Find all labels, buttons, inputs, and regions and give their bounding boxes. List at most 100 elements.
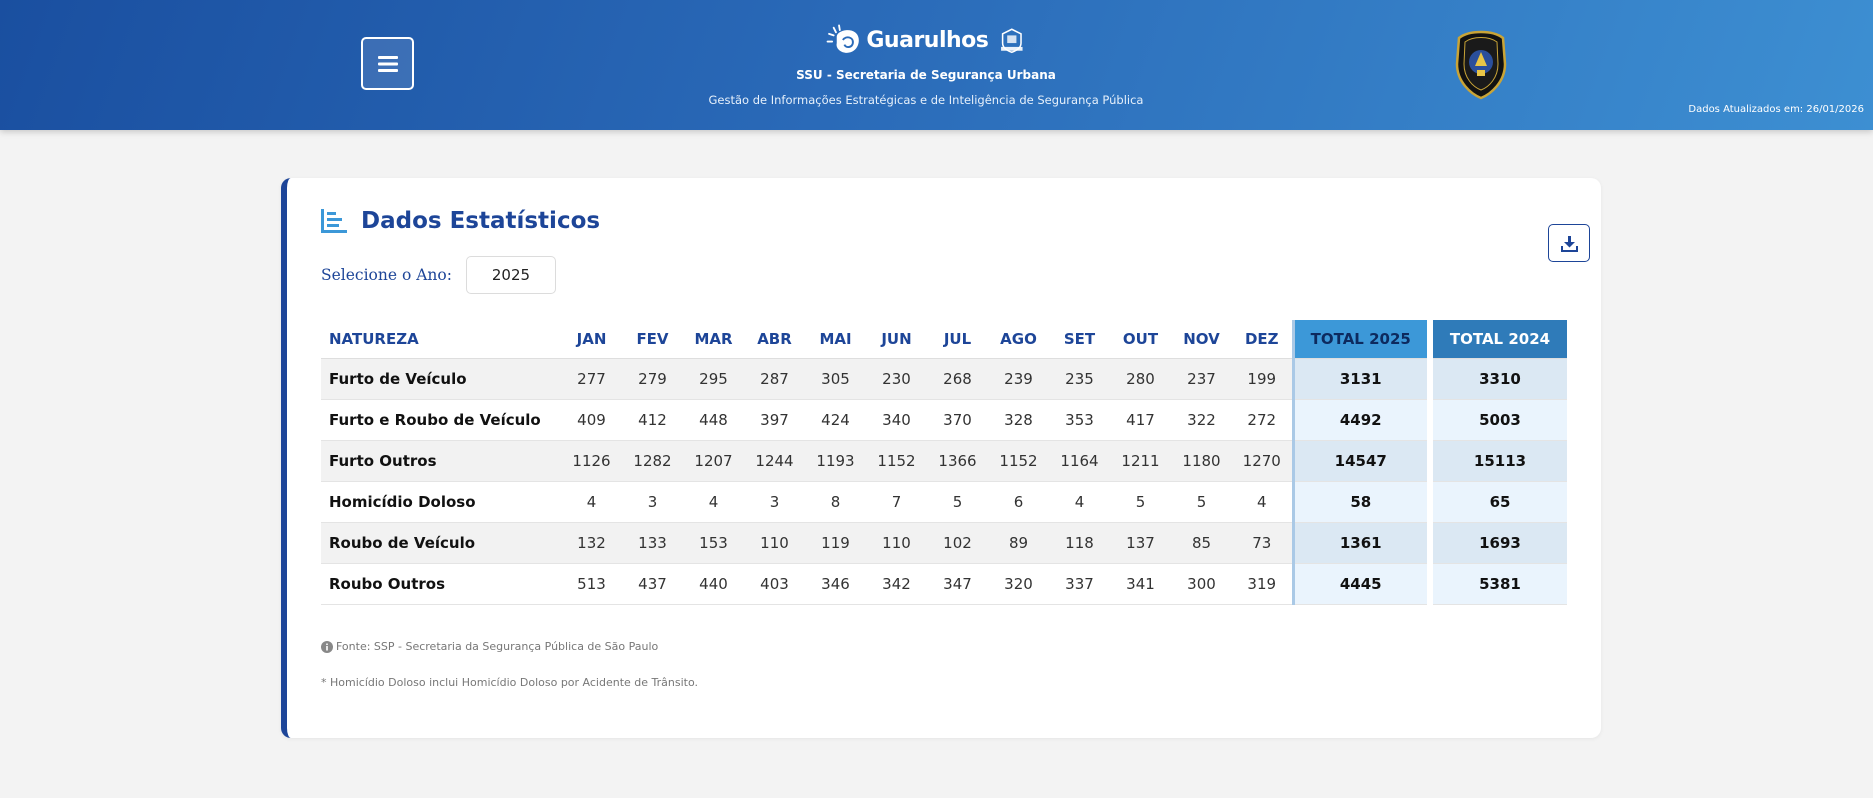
- cell-month-value: 319: [1232, 563, 1293, 605]
- cell-natureza: Roubo de Veículo: [321, 522, 561, 564]
- cell-total-2024: 1693: [1433, 522, 1567, 564]
- cell-month-value: 272: [1232, 399, 1293, 441]
- table-row: Furto Outros 1126 1282 1207 1244 1193 1152 1366…: [321, 440, 1567, 482]
- cell-month-value: 1152: [988, 440, 1049, 482]
- cell-total-2024: 5003: [1433, 399, 1567, 441]
- brand-logo-group: Guarulhos: [826, 18, 1026, 62]
- brand-name: Guarulhos: [866, 27, 989, 53]
- cell-month-value: 239: [988, 358, 1049, 400]
- cell-month-value: 110: [866, 522, 927, 564]
- cell-month-value: 4: [1232, 481, 1293, 523]
- card-title-group: Dados Estatísticos: [321, 208, 600, 234]
- cell-total-2024: 5381: [1433, 563, 1567, 605]
- col-out[interactable]: OUT: [1110, 320, 1171, 359]
- source-note: Fonte: SSP - Secretaria da Segurança Púb…: [321, 640, 658, 653]
- cell-month-value: 153: [683, 522, 744, 564]
- cell-month-value: 409: [561, 399, 622, 441]
- col-natureza[interactable]: NATUREZA: [321, 320, 561, 359]
- cell-month-value: 1207: [683, 440, 744, 482]
- col-ago[interactable]: AGO: [988, 320, 1049, 359]
- col-mar[interactable]: MAR: [683, 320, 744, 359]
- cell-total-2024: 65: [1433, 481, 1567, 523]
- col-nov[interactable]: NOV: [1171, 320, 1232, 359]
- cell-month-value: 4: [683, 481, 744, 523]
- top-header: Guarulhos SSU - Secretaria de Segurança …: [0, 0, 1873, 130]
- cell-month-value: 417: [1110, 399, 1171, 441]
- year-select[interactable]: 2025: [465, 256, 556, 294]
- download-button[interactable]: [1548, 224, 1590, 262]
- cell-month-value: 4: [561, 481, 622, 523]
- info-circle-icon: [321, 640, 333, 653]
- col-jun[interactable]: JUN: [866, 320, 927, 359]
- cell-month-value: 199: [1232, 358, 1293, 400]
- col-mai[interactable]: MAI: [805, 320, 866, 359]
- cell-month-value: 412: [622, 399, 683, 441]
- cell-natureza: Homicídio Doloso: [321, 481, 561, 523]
- cell-month-value: 8: [805, 481, 866, 523]
- cell-month-value: 287: [744, 358, 805, 400]
- cell-month-value: 119: [805, 522, 866, 564]
- cell-month-value: 237: [1171, 358, 1232, 400]
- cell-month-value: 277: [561, 358, 622, 400]
- cell-month-value: 342: [866, 563, 927, 605]
- cell-month-value: 279: [622, 358, 683, 400]
- cell-month-value: 403: [744, 563, 805, 605]
- cell-month-value: 1244: [744, 440, 805, 482]
- guard-badge-icon: [1455, 30, 1507, 100]
- column-gap: [1427, 399, 1433, 440]
- cell-month-value: 1270: [1232, 440, 1293, 482]
- cell-month-value: 137: [1110, 522, 1171, 564]
- cell-month-value: 300: [1171, 563, 1232, 605]
- cell-month-value: 4: [1049, 481, 1110, 523]
- col-dez[interactable]: DEZ: [1232, 320, 1293, 359]
- cell-natureza: Furto de Veículo: [321, 358, 561, 400]
- col-jan[interactable]: JAN: [561, 320, 622, 359]
- cell-natureza: Furto Outros: [321, 440, 561, 482]
- cell-month-value: 341: [1110, 563, 1171, 605]
- org-name: SSU - Secretaria de Segurança Urbana: [796, 68, 1056, 82]
- column-gap: [1427, 481, 1433, 522]
- table-row: Furto de Veículo 277 279 295 287 305 230 268 239…: [321, 358, 1567, 400]
- cell-month-value: 328: [988, 399, 1049, 441]
- cell-month-value: 3: [744, 481, 805, 523]
- col-total-2024[interactable]: TOTAL 2024: [1433, 320, 1567, 359]
- col-total-2025[interactable]: TOTAL 2025: [1291, 320, 1427, 359]
- col-set[interactable]: SET: [1049, 320, 1110, 359]
- cell-month-value: 305: [805, 358, 866, 400]
- col-fev[interactable]: FEV: [622, 320, 683, 359]
- year-label: Selecione o Ano:: [321, 266, 452, 284]
- cell-total-2024: 15113: [1433, 440, 1567, 482]
- cell-month-value: 230: [866, 358, 927, 400]
- cell-month-value: 513: [561, 563, 622, 605]
- cell-month-value: 1126: [561, 440, 622, 482]
- cell-natureza: Furto e Roubo de Veículo: [321, 399, 561, 441]
- menu-button[interactable]: [361, 37, 414, 90]
- cell-month-value: 346: [805, 563, 866, 605]
- table-row: Roubo de Veículo 132 133 153 110 119 110 102 89 1…: [321, 522, 1567, 564]
- cell-month-value: 353: [1049, 399, 1110, 441]
- cell-month-value: 1193: [805, 440, 866, 482]
- org-subtitle: Gestão de Informações Estratégicas e de …: [708, 93, 1144, 107]
- cell-total-2024: 3310: [1433, 358, 1567, 400]
- cell-month-value: 1211: [1110, 440, 1171, 482]
- table-row: Homicídio Doloso 4 3 4 3 8 7 5 6 4 5 5 4 58 65: [321, 481, 1567, 523]
- column-gap: [1427, 320, 1433, 358]
- cell-month-value: 424: [805, 399, 866, 441]
- column-gap: [1427, 358, 1433, 399]
- cell-month-value: 110: [744, 522, 805, 564]
- cell-total-2025: 1361: [1291, 522, 1427, 564]
- cell-month-value: 397: [744, 399, 805, 441]
- stats-table: NATUREZA JAN FEV MAR ABR MAI JUN JUL AGO…: [321, 320, 1567, 605]
- cell-month-value: 235: [1049, 358, 1110, 400]
- cell-month-value: 370: [927, 399, 988, 441]
- col-jul[interactable]: JUL: [927, 320, 988, 359]
- cell-month-value: 6: [988, 481, 1049, 523]
- table-body: Furto de Veículo 277 279 295 287 305 230 268 239…: [321, 358, 1567, 605]
- cell-month-value: 1282: [622, 440, 683, 482]
- cell-month-value: 3: [622, 481, 683, 523]
- cell-total-2025: 4445: [1291, 563, 1427, 605]
- col-abr[interactable]: ABR: [744, 320, 805, 359]
- cell-month-value: 1366: [927, 440, 988, 482]
- cell-month-value: 133: [622, 522, 683, 564]
- homicide-note: * Homicídio Doloso inclui Homicídio Dolo…: [321, 676, 699, 689]
